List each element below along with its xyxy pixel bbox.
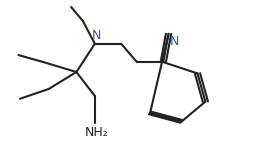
Text: NH₂: NH₂ [84,126,108,139]
Text: N: N [92,29,101,42]
Text: N: N [170,35,179,48]
